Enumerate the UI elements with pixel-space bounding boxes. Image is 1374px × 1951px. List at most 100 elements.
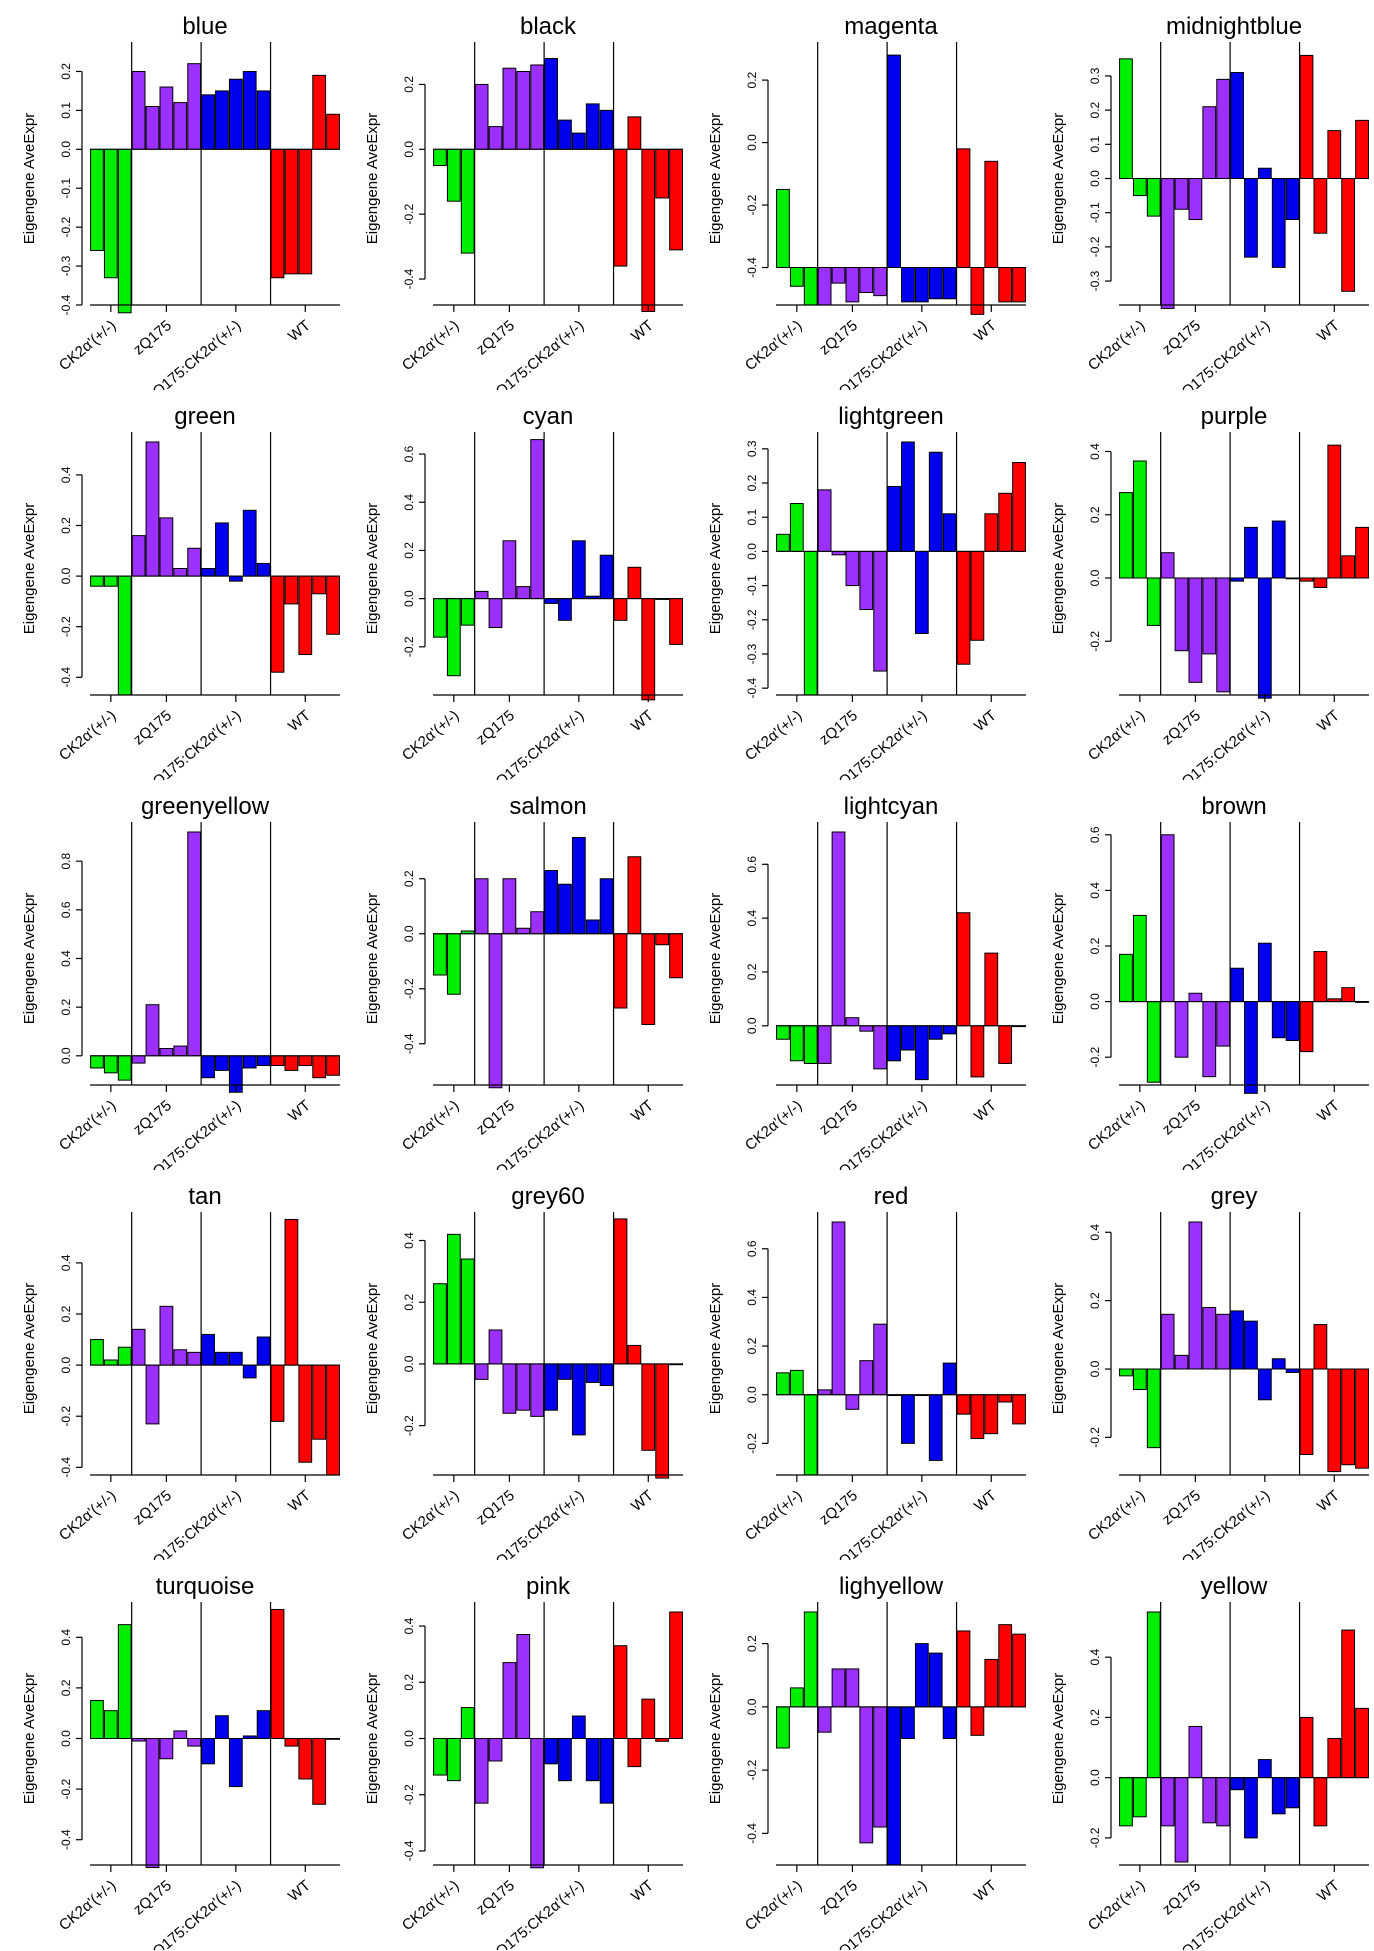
y-tick-label: 0.2: [745, 1635, 759, 1652]
bar: [1244, 1777, 1258, 1839]
bar: [159, 86, 174, 150]
bar: [571, 1363, 586, 1436]
y-tick-label: 0.2: [745, 474, 759, 491]
x-tick-label: zQ175: [1159, 1877, 1204, 1918]
bar: [998, 267, 1013, 303]
chart-title: turquoise: [156, 1573, 255, 1600]
y-tick-label: 0.2: [59, 1679, 73, 1696]
bar: [669, 148, 683, 251]
x-tick-label: zQ175: [816, 1097, 861, 1138]
bar: [1355, 1707, 1369, 1779]
bar: [803, 1025, 818, 1064]
y-tick-label: -0.2: [1088, 1427, 1102, 1448]
bar: [1146, 1001, 1161, 1083]
bar: [970, 550, 985, 641]
y-axis-label: Eigengene AveExpr: [1050, 113, 1067, 245]
bar: [776, 533, 790, 552]
x-tick-label: WT: [971, 1097, 1000, 1125]
bar: [669, 1611, 683, 1739]
y-tick-label: 0.4: [402, 494, 416, 511]
x-tick-label: CK2α'(+/-): [742, 1877, 806, 1934]
bar: [776, 1706, 790, 1749]
bar: [530, 1363, 545, 1417]
chart-title: purple: [1201, 403, 1268, 430]
y-tick-label: -0.2: [745, 1759, 759, 1780]
bar: [845, 267, 860, 303]
chart-magenta: magenta Eigengene AveExpr -0.4 -0.2 0.0 0.2 CK…: [707, 13, 1026, 390]
y-axis-label: Eigengene AveExpr: [364, 893, 381, 1025]
bar: [488, 126, 503, 150]
y-tick-label: 0.0: [402, 590, 416, 607]
x-tick-label: WT: [971, 707, 1000, 735]
bar: [284, 1218, 299, 1366]
y-axis-label: Eigengene AveExpr: [364, 1673, 381, 1805]
x-tick-label: zQ175: [816, 707, 861, 748]
chart-tan: tan Eigengene AveExpr -0.4 -0.2 0.0 0.2 0.4 CK2…: [21, 1183, 340, 1560]
bar: [859, 1360, 874, 1396]
chart-cyan: cyan Eigengene AveExpr -0.2 0.0 0.2 0.4 0.6 CK2…: [364, 403, 683, 780]
bar: [1160, 1313, 1175, 1370]
bar: [984, 513, 999, 552]
bar: [1216, 1777, 1231, 1827]
chart-panel-greenyellow: greenyellow Eigengene AveExpr 0.0 0.2 0.4 0.6…: [0, 780, 343, 1170]
y-tick-label: -0.2: [1088, 1827, 1102, 1848]
bar: [1341, 178, 1356, 292]
y-tick-label: -0.2: [402, 1415, 416, 1436]
bar: [956, 912, 971, 1027]
x-tick-label: WT: [1314, 1877, 1343, 1905]
bar: [887, 54, 901, 269]
bar: [131, 1328, 146, 1366]
bar: [131, 535, 146, 577]
x-tick-label: CK2α'(+/-): [56, 317, 120, 374]
y-tick-label: -0.2: [402, 978, 416, 999]
bar: [831, 1221, 846, 1396]
bar: [1174, 1777, 1189, 1863]
bar: [516, 70, 531, 150]
bar: [312, 575, 327, 595]
y-tick-label: -0.2: [1088, 236, 1102, 257]
bar: [201, 1738, 215, 1765]
chart-lightgreen: lightgreen Eigengene AveExpr -0.4 -0.3 -0.2 -…: [707, 403, 1026, 780]
bar: [201, 568, 215, 577]
bar: [433, 933, 447, 976]
y-tick-label: 0.4: [402, 1232, 416, 1249]
y-tick-label: -0.2: [402, 1784, 416, 1805]
y-tick-label: 0.2: [1088, 1292, 1102, 1309]
bar: [1299, 1716, 1314, 1779]
y-tick-label: 0.1: [745, 509, 759, 526]
bar: [1244, 1001, 1258, 1094]
chart-panel-purple: purple Eigengene AveExpr -0.2 0.0 0.2 0.4 CK2α…: [1029, 390, 1372, 780]
y-tick-label: 0.2: [59, 1305, 73, 1322]
bar: [803, 267, 818, 306]
bar: [530, 911, 545, 935]
chart-title: salmon: [509, 793, 586, 820]
y-tick-label: -0.4: [402, 1033, 416, 1054]
y-tick-label: 0.6: [745, 856, 759, 873]
y-tick-label: 0.4: [1088, 1224, 1102, 1241]
bar: [803, 550, 818, 696]
bar: [599, 1363, 614, 1387]
bar: [1132, 460, 1147, 579]
chart-title: green: [174, 403, 235, 430]
bar: [256, 1710, 271, 1739]
bar: [187, 831, 202, 1057]
bar: [544, 598, 558, 604]
bar: [242, 1055, 257, 1069]
y-tick-label: 0.2: [402, 870, 416, 887]
bar: [270, 575, 285, 673]
y-tick-label: 0.2: [59, 63, 73, 80]
bar: [1341, 1629, 1356, 1779]
y-tick-label: 0.0: [59, 1356, 73, 1373]
x-tick-label: CK2α'(+/-): [56, 707, 120, 764]
x-tick-label: CK2α'(+/-): [56, 1097, 120, 1154]
bar: [1174, 178, 1189, 210]
bar: [998, 1025, 1013, 1064]
y-tick-label: 0.2: [745, 1337, 759, 1354]
bar: [256, 1336, 271, 1366]
y-tick-label: 0.0: [1088, 1769, 1102, 1786]
x-tick-label: WT: [285, 707, 314, 735]
x-tick-label: CK2α'(+/-): [1085, 317, 1149, 374]
x-tick-label: WT: [1314, 317, 1343, 345]
bar: [298, 1055, 313, 1067]
chart-panel-cyan: cyan Eigengene AveExpr -0.2 0.0 0.2 0.4 0.6 CK2…: [343, 390, 686, 780]
